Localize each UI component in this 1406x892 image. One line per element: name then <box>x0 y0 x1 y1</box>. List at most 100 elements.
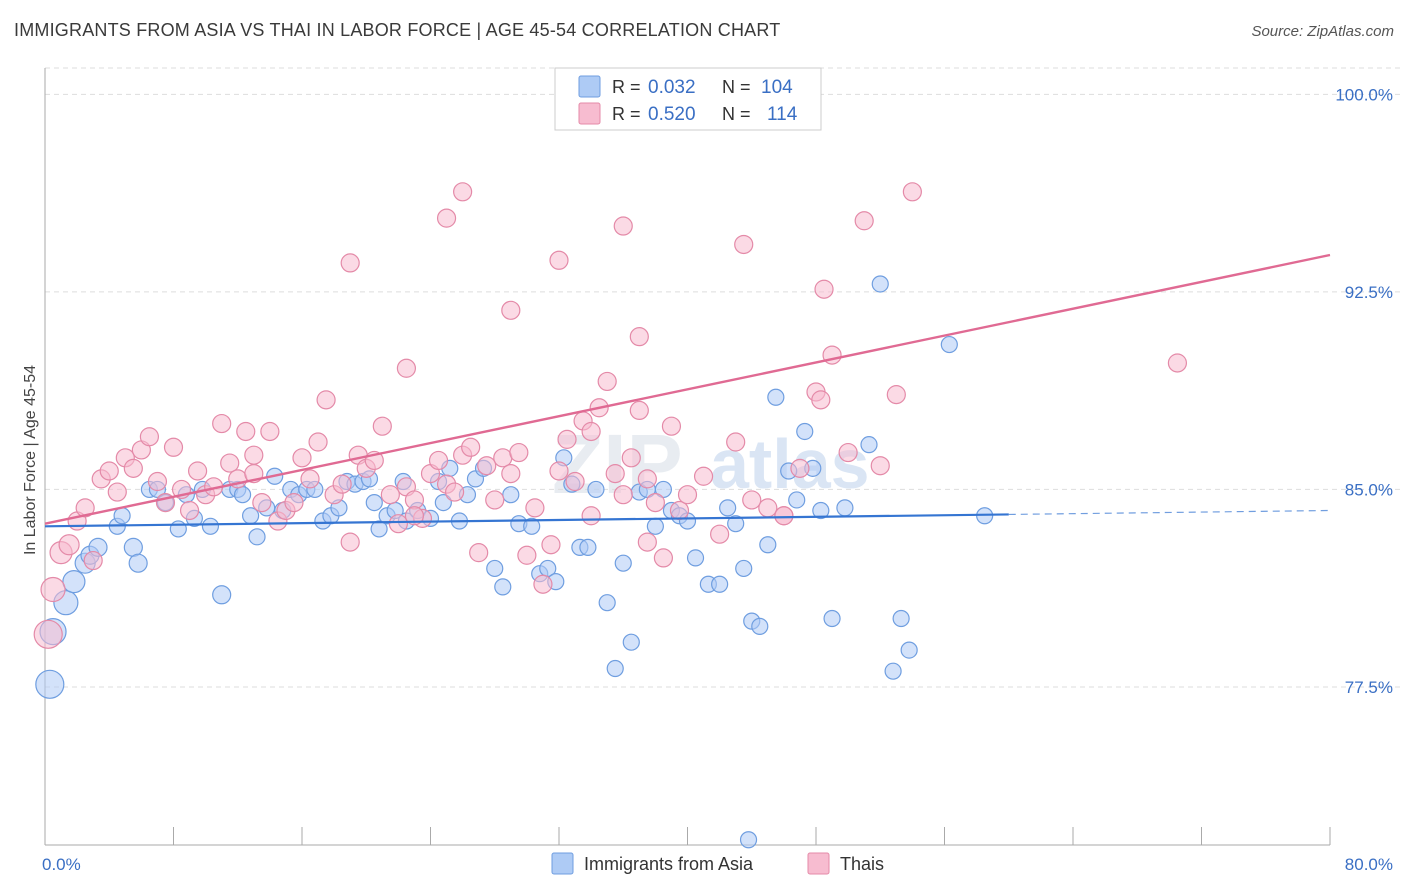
point-immigrants-from-asia <box>123 537 143 557</box>
point-thais <box>340 532 360 552</box>
point-thais <box>340 253 360 273</box>
chart-title: IMMIGRANTS FROM ASIA VS THAI IN LABOR FO… <box>14 20 781 40</box>
point-thais <box>811 390 831 410</box>
point-thais <box>517 545 537 565</box>
point-immigrants-from-asia <box>579 538 597 556</box>
point-thais <box>525 498 545 518</box>
point-thais <box>669 500 690 521</box>
point-thais <box>541 535 561 555</box>
point-thais <box>902 182 922 202</box>
point-immigrants-from-asia <box>796 422 814 441</box>
point-thais <box>557 429 577 449</box>
legend-swatch-pink <box>578 102 601 125</box>
point-immigrants-from-asia <box>759 536 777 554</box>
point-thais <box>436 208 457 228</box>
point-thais <box>637 532 657 552</box>
point-immigrants-from-asia <box>788 491 806 509</box>
point-thais <box>252 492 272 513</box>
grid-lines <box>45 67 1400 688</box>
point-thais <box>581 506 601 526</box>
point-immigrants-from-asia <box>812 501 830 520</box>
point-thais <box>477 456 497 476</box>
legend-n-label-2: N = <box>722 104 751 124</box>
trend-line-asia-extension <box>1008 509 1331 516</box>
point-immigrants-from-asia <box>751 617 769 635</box>
point-immigrants-from-asia <box>711 575 729 593</box>
point-thais <box>179 500 200 521</box>
point-thais <box>220 453 240 473</box>
point-thais <box>629 327 649 347</box>
point-immigrants-from-asia <box>739 831 758 849</box>
legend-r-label-2: R = <box>612 104 641 124</box>
x-tick-label-min: 0.0% <box>42 855 81 874</box>
x-tick-label-max: 80.0% <box>1345 855 1393 874</box>
point-thais <box>147 471 168 492</box>
point-thais <box>790 458 810 478</box>
point-thais <box>653 548 674 568</box>
point-thais <box>292 448 312 468</box>
legend-item-asia-label: Immigrants from Asia <box>584 854 754 874</box>
point-immigrants-from-asia <box>502 486 520 504</box>
point-immigrants-from-asia <box>836 499 854 517</box>
legend-item-thais-swatch <box>807 852 830 875</box>
point-immigrants-from-asia <box>646 517 664 535</box>
point-thais <box>613 485 633 505</box>
point-immigrants-from-asia <box>62 570 86 594</box>
point-immigrants-from-asia <box>823 609 841 628</box>
point-immigrants-from-asia <box>940 335 958 354</box>
series-legend: Immigrants from Asia Thais <box>551 852 884 875</box>
point-thais <box>854 211 874 231</box>
point-immigrants-from-asia <box>486 559 504 578</box>
point-thais <box>380 485 400 505</box>
point-immigrants-from-asia <box>735 559 753 578</box>
x-ticks <box>173 827 1331 845</box>
point-thais <box>742 490 762 510</box>
point-thais <box>774 506 794 526</box>
point-immigrants-from-asia <box>598 594 616 612</box>
point-immigrants-from-asia <box>494 578 512 596</box>
legend-item-asia-swatch <box>551 852 574 875</box>
point-thais <box>645 492 665 513</box>
point-thais <box>629 400 649 421</box>
point-thais <box>581 421 601 442</box>
point-thais <box>187 461 208 481</box>
point-thais <box>404 506 425 526</box>
point-thais <box>605 464 625 484</box>
point-immigrants-from-asia <box>248 528 266 546</box>
point-immigrants-from-asia <box>892 609 910 628</box>
point-thais <box>461 437 481 457</box>
point-thais <box>428 450 449 471</box>
point-thais <box>597 371 617 392</box>
point-thais <box>621 448 641 468</box>
point-thais <box>300 469 320 489</box>
stats-legend: R = 0.032 N = 104 R = 0.520 N = 114 <box>554 67 822 131</box>
point-immigrants-from-asia <box>233 486 252 504</box>
point-thais <box>123 458 143 478</box>
point-thais <box>40 576 66 603</box>
point-thais <box>838 442 858 463</box>
point-thais <box>308 432 328 452</box>
point-thais <box>693 466 714 486</box>
point-thais <box>212 413 232 434</box>
point-thais <box>260 421 280 442</box>
point-immigrants-from-asia <box>900 641 918 659</box>
point-thais <box>453 182 473 202</box>
point-immigrants-from-asia <box>587 480 605 499</box>
y-axis-label: In Labor Force | Age 45-54 <box>22 365 39 555</box>
point-thais <box>485 490 505 510</box>
point-thais <box>33 619 63 649</box>
series-immigrants-from-asia <box>35 275 994 849</box>
point-thais <box>501 300 521 320</box>
point-thais <box>244 445 264 465</box>
point-thais <box>758 498 778 518</box>
point-immigrants-from-asia <box>169 520 187 538</box>
point-immigrants-from-asia <box>686 549 705 567</box>
point-immigrants-from-asia <box>365 493 383 512</box>
point-immigrants-from-asia <box>434 493 452 512</box>
point-thais <box>814 279 834 299</box>
point-thais <box>677 485 698 505</box>
point-thais <box>710 524 730 544</box>
point-immigrants-from-asia <box>113 507 131 525</box>
legend-n-value-2: 114 <box>767 104 798 125</box>
